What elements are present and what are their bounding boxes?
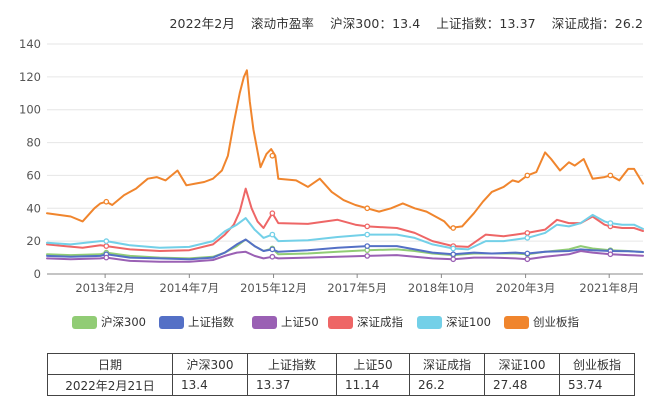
y-tick-label: 0 <box>34 267 41 281</box>
series-point-5 <box>364 205 371 212</box>
series-point-3 <box>103 243 110 249</box>
series-line-3 <box>46 187 644 252</box>
series-line-4 <box>46 213 644 251</box>
y-tick-label: 100 <box>19 103 41 117</box>
table-cell: 27.48 <box>484 374 560 396</box>
series-line-1 <box>46 238 644 261</box>
table-header-cell: 深证100 <box>484 353 560 375</box>
legend-item-sz50[interactable]: 上证50 <box>252 314 319 330</box>
y-tick-label: 120 <box>19 70 41 84</box>
series-point-1 <box>364 243 371 249</box>
y-tick-label: 140 <box>19 37 41 51</box>
legend-label-sh-index: 上证指数 <box>188 315 234 329</box>
series-point-2 <box>607 251 614 258</box>
legend-label-sz100: 深证100 <box>446 315 491 329</box>
table-header-cell: 上证指数 <box>247 353 337 375</box>
table-cell: 13.4 <box>172 374 248 396</box>
legend-item-chinext[interactable]: 创业板指 <box>504 314 579 330</box>
legend-label-sz-component: 深证成指 <box>357 315 403 329</box>
x-tick-label: 2020年3月 <box>496 281 556 295</box>
legend-label-hs300: 沪深300 <box>101 315 146 329</box>
x-tick-label: 2018年10月 <box>408 281 475 295</box>
series-point-3 <box>364 223 371 230</box>
header-sz-index: 深证成指：26.2 <box>551 16 643 31</box>
table-header-cell: 创业板指 <box>559 353 635 375</box>
table-header-cell: 日期 <box>47 353 173 375</box>
series-point-4 <box>103 238 110 244</box>
series-point-2 <box>450 256 457 263</box>
summary-header: 2022年2月 滚动市盈率 沪深300：13.4 上证指数：13.37 深证成指… <box>157 13 643 32</box>
series-point-4 <box>607 220 614 226</box>
y-tick-label: 60 <box>26 168 41 182</box>
table-row: 2022年2月21日 13.4 13.37 11.14 26.2 27.48 5… <box>47 374 635 396</box>
legend-label-chinext: 创业板指 <box>533 315 579 329</box>
valuation-table: 日期 沪深300 上证指数 上证50 深证成指 深证100 创业板指 2022年… <box>47 353 635 396</box>
legend-swatch-sz-component <box>328 315 353 329</box>
table-header-row: 日期 沪深300 上证指数 上证50 深证成指 深证100 创业板指 <box>47 353 635 375</box>
table-cell: 26.2 <box>409 374 485 396</box>
legend-swatch-chinext <box>504 315 529 329</box>
series-point-2 <box>103 254 110 261</box>
series-point-4 <box>269 231 276 238</box>
table-header-cell: 深证成指 <box>409 353 485 375</box>
legend-swatch-sz100 <box>417 315 442 329</box>
x-tick-label: 2015年12月 <box>240 281 307 295</box>
table-cell-date: 2022年2月21日 <box>47 374 173 396</box>
chart-legend: 沪深300 上证指数 上证50 深证成指 深证100 创业板指 <box>72 314 632 330</box>
header-metric: 滚动市盈率 <box>251 16 315 31</box>
series-point-5 <box>524 172 531 179</box>
series-line-2 <box>46 250 644 263</box>
legend-item-sz100[interactable]: 深证100 <box>417 314 491 330</box>
series-point-3 <box>269 210 276 217</box>
series-point-4 <box>524 235 531 241</box>
table-cell: 13.37 <box>247 374 337 396</box>
y-tick-label: 40 <box>26 201 41 215</box>
series-point-5 <box>269 152 276 159</box>
series-point-2 <box>269 253 276 260</box>
series-point-5 <box>103 198 110 205</box>
series-point-4 <box>450 245 457 252</box>
series-point-5 <box>450 225 457 231</box>
header-sh-index: 上证指数：13.37 <box>436 16 536 31</box>
x-tick-label: 2021年8月 <box>579 281 639 295</box>
header-period: 2022年2月 <box>169 16 235 31</box>
table-header-cell: 沪深300 <box>172 353 248 375</box>
y-tick-label: 80 <box>26 136 41 150</box>
legend-label-sz50: 上证50 <box>281 315 319 329</box>
series-point-1 <box>450 251 457 258</box>
legend-swatch-hs300 <box>72 315 97 329</box>
series-point-4 <box>364 231 371 238</box>
legend-item-hs300[interactable]: 沪深300 <box>72 314 146 330</box>
legend-swatch-sz50 <box>252 315 277 329</box>
table-header-cell: 上证50 <box>336 353 410 375</box>
series-point-5 <box>607 172 614 179</box>
x-tick-label: 2017年5月 <box>327 281 387 295</box>
series-point-2 <box>364 253 371 259</box>
x-tick-label: 2014年7月 <box>160 281 220 295</box>
table-cell: 11.14 <box>336 374 410 396</box>
legend-swatch-sh-index <box>159 315 184 329</box>
legend-item-sh-index[interactable]: 上证指数 <box>159 314 234 330</box>
series-point-1 <box>269 246 276 253</box>
series-line-5 <box>46 69 644 229</box>
legend-item-sz-component[interactable]: 深证成指 <box>328 314 403 330</box>
header-hs300: 沪深300：13.4 <box>330 16 421 31</box>
y-tick-label: 20 <box>26 234 41 248</box>
x-tick-label: 2013年2月 <box>75 281 135 295</box>
table-cell: 53.74 <box>559 374 635 396</box>
series-point-2 <box>524 256 531 263</box>
series-point-1 <box>524 250 531 257</box>
series-point-3 <box>524 230 531 236</box>
